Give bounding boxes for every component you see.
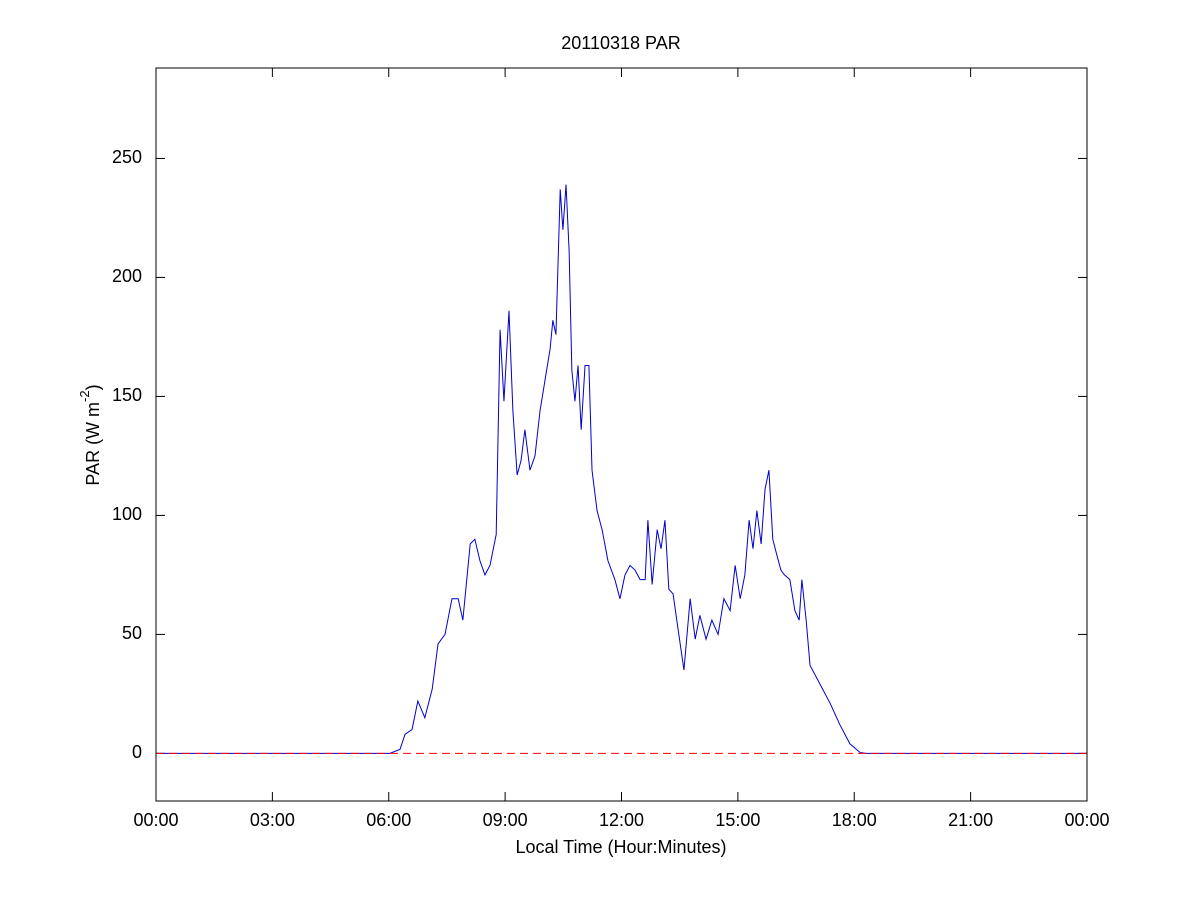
x-tick-label: 09:00 <box>483 810 528 830</box>
x-tick-label: 21:00 <box>948 810 993 830</box>
y-label-suffix: ) <box>83 384 103 390</box>
plot-frame <box>155 67 1088 802</box>
x-tick-label: 00:00 <box>1064 810 1109 830</box>
y-tick-label: 200 <box>112 266 142 286</box>
x-axis-label: Local Time (Hour:Minutes) <box>515 837 726 857</box>
x-tick-label: 06:00 <box>366 810 411 830</box>
x-tick-label: 15:00 <box>715 810 760 830</box>
x-tick-label: 00:00 <box>133 810 178 830</box>
x-tick-label: 12:00 <box>599 810 644 830</box>
y-tick-label: 50 <box>122 623 142 643</box>
y-axis-label: PAR (W m-2) <box>77 384 102 485</box>
y-tick-label: 250 <box>112 147 142 167</box>
y-tick-label: 150 <box>112 385 142 405</box>
y-label-superscript: -2 <box>77 390 92 402</box>
y-label-text: PAR (W m <box>83 402 103 486</box>
y-tick-label: 100 <box>112 504 142 524</box>
data-line <box>156 184 1087 754</box>
chart-title: 20110318 PAR <box>561 33 680 53</box>
x-tick-label: 03:00 <box>250 810 295 830</box>
x-tick-label: 18:00 <box>832 810 877 830</box>
y-tick-label: 0 <box>132 742 142 762</box>
